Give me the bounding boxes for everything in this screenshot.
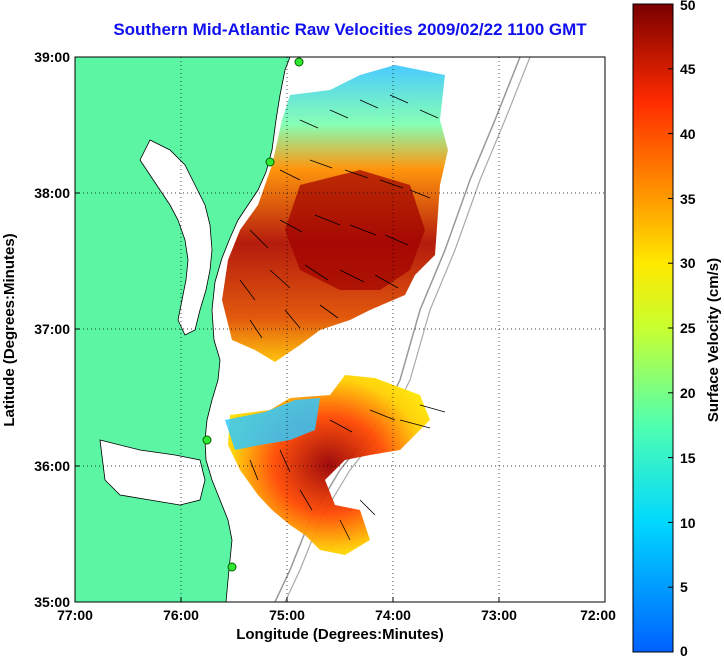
radar-station-marker	[227, 562, 237, 572]
axis-tick-marks	[74, 56, 606, 603]
colorbar-tick-label: 35	[680, 191, 696, 207]
radar-station-marker	[202, 435, 212, 445]
y-tick-label: 36:00	[34, 458, 70, 474]
y-tick-label: 35:00	[34, 594, 70, 610]
colorbar-tick-label: 50	[680, 0, 696, 13]
y-tick-label: 37:00	[34, 321, 70, 337]
x-tick-label: 77:00	[57, 607, 93, 623]
colorbar-tick-label: 40	[680, 126, 696, 142]
y-tick-label: 39:00	[34, 49, 70, 65]
radar-station-marker	[265, 157, 275, 167]
colorbar-tick-label: 45	[680, 61, 696, 77]
x-tick-label: 76:00	[163, 607, 199, 623]
radar-stations	[202, 57, 304, 572]
velocity-low-south	[225, 398, 320, 450]
colorbar-tick-label: 10	[680, 515, 696, 531]
x-tick-label: 75:00	[269, 607, 305, 623]
x-tick-label: 73:00	[481, 607, 517, 623]
y-axis-label: Latitude (Degrees:Minutes)	[1, 233, 18, 426]
sound-water	[99, 439, 206, 506]
colorbar-tick-label: 25	[680, 320, 696, 336]
colorbar-tick-label: 20	[680, 385, 696, 401]
colorbar-tick-label: 0	[680, 643, 688, 659]
chesapeake-bay	[139, 139, 213, 336]
colorbar-tick-label: 5	[680, 579, 688, 595]
map-title: Southern Mid-Atlantic Raw Velocities 200…	[113, 20, 587, 39]
bathymetry-contour	[274, 57, 521, 602]
x-tick-label: 72:00	[580, 607, 616, 623]
colorbar	[632, 3, 674, 653]
colorbar-tick-marks	[668, 3, 673, 653]
velocity-core-north	[285, 170, 425, 290]
y-tick-label: 38:00	[34, 185, 70, 201]
colorbar-tick-label: 30	[680, 255, 696, 271]
x-axis-label: Longitude (Degrees:Minutes)	[236, 626, 444, 643]
colorbar-label: Surface Velocity (cm/s)	[705, 258, 722, 422]
radar-station-marker	[294, 57, 304, 67]
colorbar-tick-label: 15	[680, 450, 696, 466]
x-tick-label: 74:00	[375, 607, 411, 623]
grid-lines	[75, 57, 605, 602]
velocity-vectors	[239, 94, 446, 541]
